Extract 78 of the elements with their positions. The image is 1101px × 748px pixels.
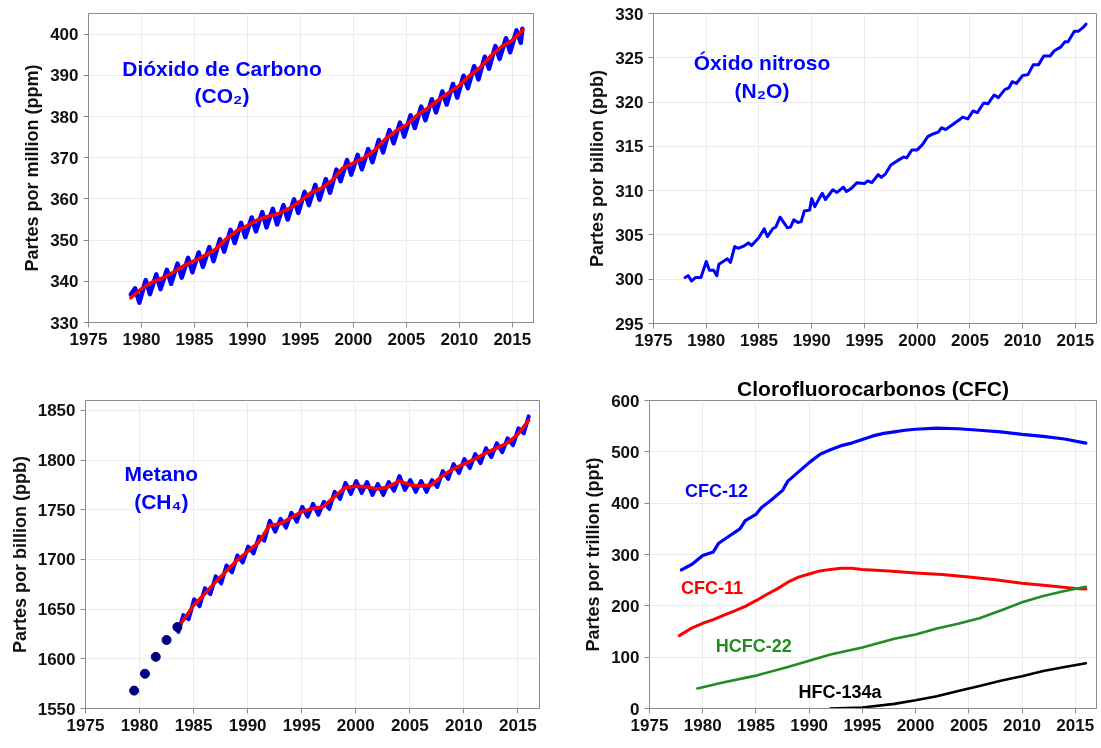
x-tick-label: 1980 [683, 715, 722, 735]
point [150, 651, 161, 662]
text: Óxido nitroso (N₂O) [693, 51, 831, 102]
x-tick-label: 2000 [896, 715, 935, 735]
series-label: CFC-11 [681, 577, 744, 598]
y-tick-label: 370 [50, 148, 79, 168]
point [139, 668, 150, 679]
y-tick-label: 200 [611, 596, 640, 616]
y-axis-title: Partes por billion (ppb) [9, 456, 30, 653]
series-label: HFC-134a [798, 682, 883, 703]
series-label: HCFC-22 [715, 635, 792, 656]
y-tick-label: 1600 [37, 649, 76, 669]
y-tick-label: 1750 [37, 500, 76, 520]
y-tick-label: 350 [50, 231, 79, 251]
x-tick-label: 1995 [843, 715, 882, 735]
x-tick-label: 1980 [120, 715, 159, 735]
y-tick-label: 300 [611, 545, 640, 565]
line-series [679, 426, 1088, 572]
y-tick-label: 305 [615, 225, 644, 245]
x-tick-label: 2015 [1056, 330, 1095, 350]
y-tick-label: 1800 [37, 451, 76, 471]
y-axis-title: Partes por million (ppm) [22, 64, 43, 272]
series-label: CFC-12 [685, 480, 749, 501]
x-tick-label: 2010 [1003, 715, 1041, 735]
x-tick-label: 1990 [792, 330, 831, 350]
x-tick-label: 2005 [949, 715, 988, 735]
x-tick-label: 1980 [687, 330, 726, 350]
y-tick-label: 360 [50, 189, 79, 209]
y-tick-label: 600 [611, 391, 640, 411]
y-tick-label: 330 [615, 4, 644, 24]
y-tick-label: 400 [50, 25, 79, 45]
x-tick-label: 1985 [174, 715, 213, 735]
x-tick-label: 1995 [281, 329, 320, 349]
x-tick-label: 2005 [387, 329, 426, 349]
x-tick-label: 2010 [444, 715, 483, 735]
x-tick-label: 1990 [228, 715, 267, 735]
y-tick-label: 100 [611, 648, 640, 668]
x-tick-label: 2015 [493, 329, 532, 349]
x-tick-label: 2010 [1003, 330, 1042, 350]
y-tick-label: 315 [615, 137, 644, 157]
x-tick-label: 1985 [175, 329, 214, 349]
x-tick-label: 1985 [740, 330, 778, 350]
y-tick-label: 320 [615, 93, 644, 113]
y-tick-label: 310 [615, 181, 644, 201]
y-tick-label: 1700 [37, 550, 76, 570]
y-tick-label: 1650 [37, 600, 76, 620]
text: Metano (CH₄) [124, 462, 199, 513]
y-axis-title: Partes por trillion (ppt) [583, 457, 604, 652]
line-series [677, 566, 1088, 638]
y-tick-label: 400 [611, 494, 640, 514]
x-tick-label: 2000 [336, 715, 375, 735]
x-tick-label: 2000 [898, 330, 937, 350]
x-tick-label: 2015 [498, 715, 537, 735]
x-tick-label: 1990 [228, 329, 267, 349]
y-axis-title: Partes por billion (ppb) [587, 70, 608, 267]
point [161, 634, 172, 645]
x-tick-label: 2005 [951, 330, 989, 350]
y-tick-label: 1850 [37, 401, 76, 421]
x-tick-label: 2015 [1056, 715, 1095, 735]
x-tick-label: 1990 [790, 715, 829, 735]
y-tick-label: 340 [50, 272, 79, 292]
y-tick-label: 500 [611, 442, 640, 462]
x-tick-label: 1995 [282, 715, 321, 735]
x-tick-label: 1985 [737, 715, 775, 735]
x-tick-label: 1995 [845, 330, 884, 350]
x-tick-label: 1980 [122, 329, 161, 349]
line-series [683, 22, 1088, 283]
x-tick-label: 2010 [440, 329, 479, 349]
y-tick-label: 390 [50, 66, 79, 86]
y-tick-label: 380 [50, 107, 79, 127]
point [129, 685, 140, 696]
x-tick-label: 2005 [390, 715, 429, 735]
y-tick-label: 300 [615, 270, 644, 290]
y-tick-label: 325 [615, 48, 644, 68]
text: Dióxido de Carbono (CO₂) [122, 56, 322, 108]
x-tick-label: 2000 [334, 329, 373, 349]
point [172, 622, 183, 633]
chart-title: Clorofluorocarbonos (CFC) [737, 377, 1009, 400]
